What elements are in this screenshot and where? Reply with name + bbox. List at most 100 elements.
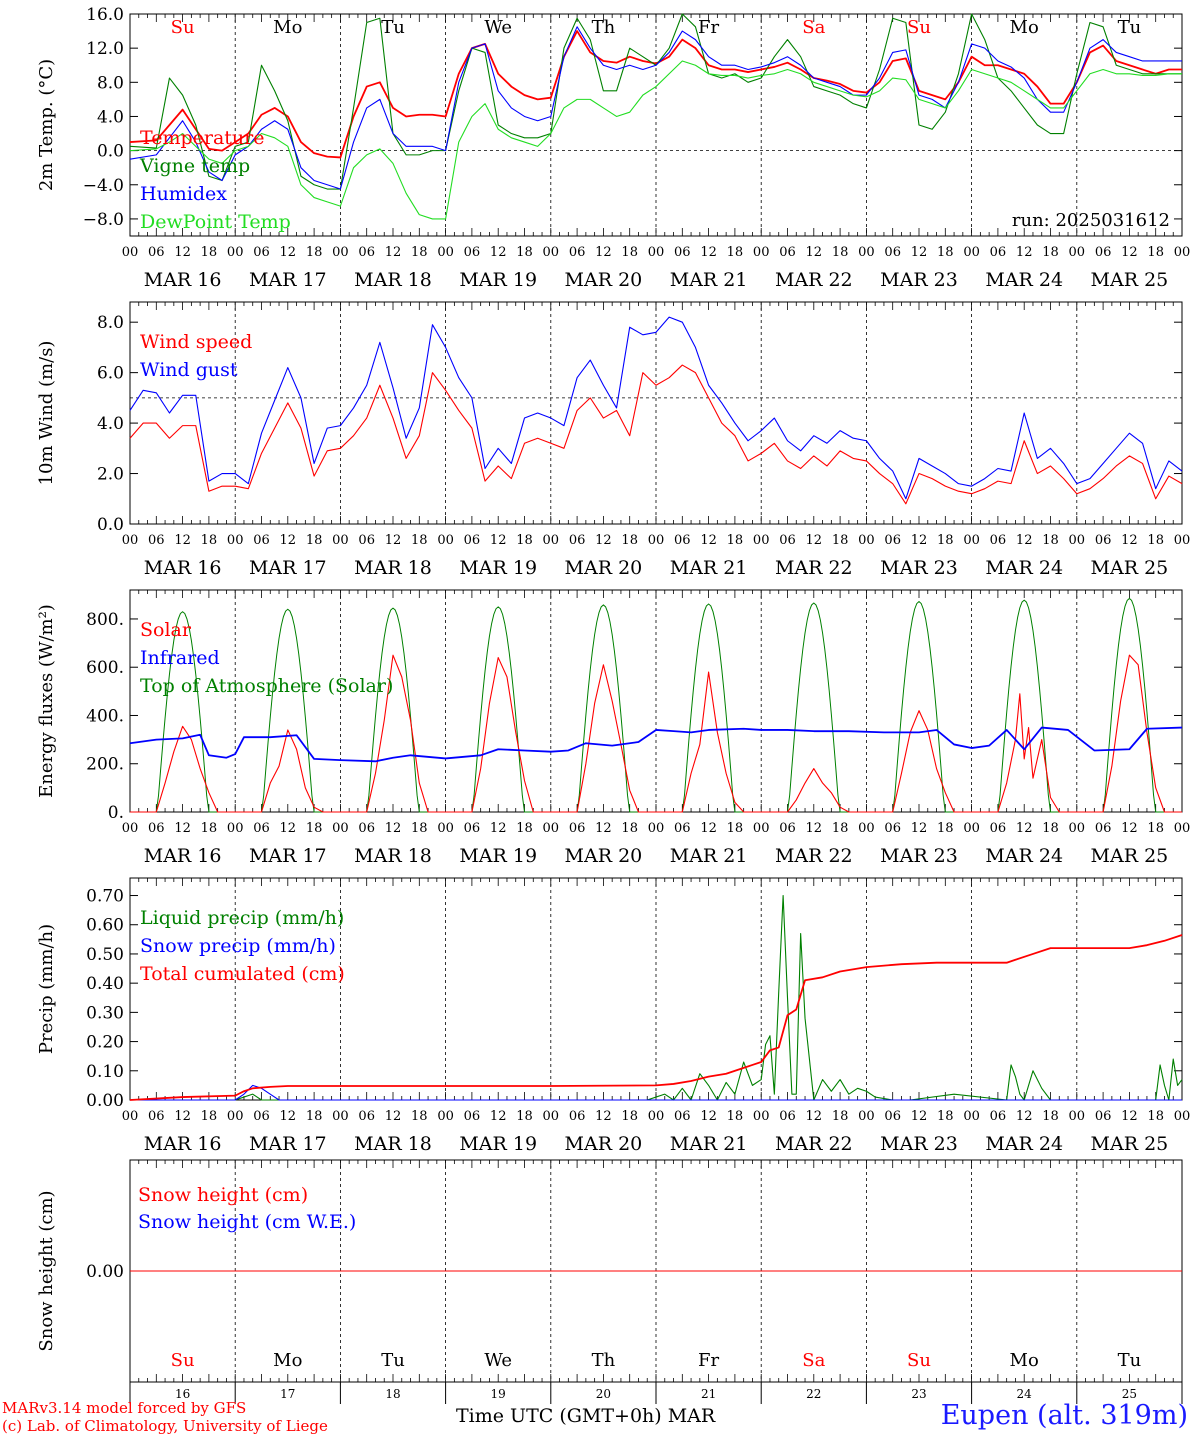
hour-tick-label: 06: [779, 533, 796, 548]
date-label: MAR 24: [985, 1133, 1063, 1155]
date-label: MAR 23: [880, 845, 958, 867]
hour-tick-label: 18: [937, 533, 954, 548]
date-label: MAR 25: [1091, 845, 1169, 867]
hour-tick-label: 06: [569, 245, 586, 260]
hour-tick-label: 00: [332, 1109, 349, 1124]
date-label: MAR 17: [249, 269, 327, 291]
hour-tick-label: 06: [674, 533, 691, 548]
hour-tick-label: 00: [543, 533, 560, 548]
hour-tick-label: 18: [621, 1109, 638, 1124]
date-label: MAR 18: [354, 1133, 432, 1155]
y-tick-label: 800.: [86, 610, 124, 630]
hour-tick-label: 12: [595, 533, 612, 548]
hour-tick-label: 18: [937, 1109, 954, 1124]
hour-tick-label: 12: [385, 245, 402, 260]
date-label: MAR 22: [775, 845, 853, 867]
weekday-label: We: [484, 17, 512, 38]
series-line: [129, 726, 1183, 763]
hour-tick-label: 00: [1069, 1109, 1086, 1124]
hour-tick-label: 12: [911, 821, 928, 836]
hour-tick-label: 18: [621, 245, 638, 260]
hour-tick-label: 12: [1016, 821, 1033, 836]
hour-tick-label: 12: [911, 1109, 928, 1124]
hour-tick-label: 00: [963, 1109, 980, 1124]
hour-tick-label: 00: [963, 821, 980, 836]
hour-tick-label: 06: [674, 1109, 691, 1124]
weekday-label: Tu: [1118, 1350, 1142, 1371]
hour-tick-label: 18: [727, 533, 744, 548]
toa-solar-line: [235, 608, 341, 813]
hour-tick-label: 12: [1016, 245, 1033, 260]
day-number-label: 24: [1017, 1387, 1033, 1401]
weekday-label: Tu: [1118, 17, 1142, 38]
date-label: MAR 16: [144, 269, 222, 291]
date-label: MAR 25: [1091, 557, 1169, 579]
hour-tick-label: 18: [1147, 245, 1164, 260]
day-number-label: 22: [806, 1387, 821, 1401]
date-label: MAR 20: [565, 845, 643, 867]
hour-tick-label: 06: [464, 245, 481, 260]
hour-tick-label: 18: [727, 1109, 744, 1124]
hour-tick-label: 06: [358, 533, 375, 548]
hour-tick-label: 00: [1174, 533, 1191, 548]
day-number-label: 19: [491, 1387, 506, 1401]
hour-tick-label: 06: [464, 533, 481, 548]
hour-tick-label: 12: [280, 533, 297, 548]
hour-tick-label: 12: [490, 533, 507, 548]
hour-tick-label: 18: [621, 821, 638, 836]
y-tick-label: 0.10: [86, 1062, 124, 1082]
weekday-label: Su: [171, 17, 195, 38]
hour-tick-label: 12: [280, 821, 297, 836]
date-label: MAR 19: [459, 557, 537, 579]
hour-tick-label: 06: [148, 533, 165, 548]
y-axis-label: 10m Wind (m/s): [36, 341, 57, 486]
hour-tick-label: 06: [1095, 533, 1112, 548]
hour-tick-label: 18: [306, 245, 323, 260]
panel-snow: 0.00 Snow height (cm) Snow height (cm) Snow…: [36, 1159, 1183, 1404]
series-line: [129, 26, 1182, 190]
weekday-label: We: [484, 1350, 512, 1371]
date-label: MAR 19: [459, 1133, 537, 1155]
hour-tick-label: 12: [174, 533, 191, 548]
hour-tick-label: 00: [437, 533, 454, 548]
legend-entry: Wind gust: [140, 359, 238, 381]
legend-entry: Wind speed: [140, 331, 252, 353]
hour-tick-label: 06: [569, 1109, 586, 1124]
hour-tick-label: 00: [648, 533, 665, 548]
y-axis-label: Energy fluxes (W/m²): [36, 604, 57, 798]
legend-entry: DewPoint Temp: [140, 211, 291, 233]
hour-tick-label: 12: [1121, 821, 1138, 836]
hour-tick-label: 00: [1174, 245, 1191, 260]
series-line: [129, 934, 1183, 1101]
hour-tick-label: 18: [727, 821, 744, 836]
legend-entry: Infrared: [140, 647, 220, 669]
date-label: MAR 23: [880, 269, 958, 291]
hour-tick-label: 12: [385, 821, 402, 836]
toa-solar-line: [340, 607, 446, 813]
y-tick-label: 4.0: [97, 414, 124, 434]
hour-tick-label: 18: [306, 1109, 323, 1124]
hour-tick-label: 18: [832, 245, 849, 260]
hour-tick-label: 06: [884, 821, 901, 836]
legend-entry: Total cumulated (cm): [140, 963, 345, 985]
hour-tick-label: 00: [122, 821, 139, 836]
day-number-label: 16: [175, 1387, 190, 1401]
series-line: [129, 60, 1182, 220]
hour-tick-label: 06: [779, 821, 796, 836]
hour-tick-label: 12: [700, 821, 717, 836]
date-label: MAR 25: [1091, 1133, 1169, 1155]
hour-tick-label: 12: [806, 1109, 823, 1124]
hour-tick-label: 06: [358, 821, 375, 836]
hour-tick-label: 12: [700, 1109, 717, 1124]
hour-tick-label: 18: [832, 821, 849, 836]
run-annotation: run: 2025031612: [1012, 210, 1170, 231]
weekday-label: Sa: [802, 1350, 825, 1371]
hour-tick-label: 12: [806, 821, 823, 836]
hour-tick-label: 18: [1042, 533, 1059, 548]
toa-solar-line: [971, 599, 1077, 813]
date-label: MAR 16: [144, 1133, 222, 1155]
hour-tick-label: 00: [332, 821, 349, 836]
hour-tick-label: 00: [1174, 821, 1191, 836]
y-tick-label: 0.20: [86, 1033, 124, 1053]
